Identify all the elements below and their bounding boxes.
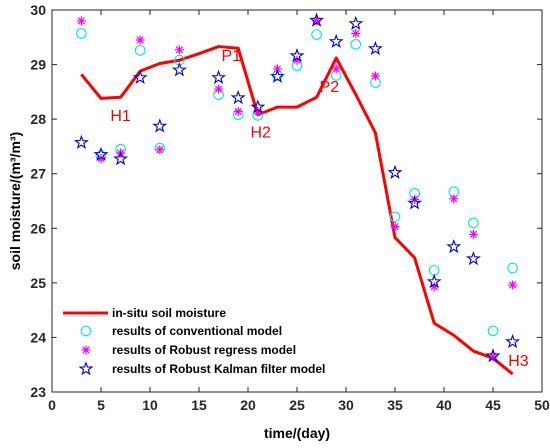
axis-ticks: 0 5 10 15 20 25 30 35 40 45 50 23 24 25 26 27 28 29 30 bbox=[30, 2, 550, 413]
legend-label: results of conventional model bbox=[112, 324, 282, 338]
data-point-star bbox=[387, 164, 403, 179]
data-point-star bbox=[230, 90, 246, 105]
series-line-in-situ bbox=[80, 45, 514, 376]
annotation-label: P2 bbox=[320, 79, 340, 96]
y-tick-label: 30 bbox=[30, 2, 46, 18]
data-point-asterisk bbox=[410, 194, 420, 204]
legend-swatch-star bbox=[78, 361, 94, 376]
data-point-star bbox=[446, 238, 462, 254]
y-tick-label: 24 bbox=[30, 329, 46, 345]
data-point-star bbox=[465, 250, 481, 266]
x-tick-label: 30 bbox=[338, 397, 354, 413]
data-point-asterisk bbox=[468, 229, 478, 239]
data-point-asterisk bbox=[174, 45, 184, 55]
data-point-star bbox=[328, 33, 344, 49]
data-point-asterisk bbox=[312, 16, 322, 26]
y-tick-label: 25 bbox=[30, 275, 46, 291]
y-tick-label: 26 bbox=[30, 220, 46, 236]
legend-swatch-circle bbox=[80, 325, 92, 337]
data-point-circle bbox=[487, 325, 499, 337]
y-tick-label: 23 bbox=[30, 384, 46, 400]
data-point-asterisk bbox=[214, 84, 224, 94]
x-tick-label: 50 bbox=[534, 397, 550, 413]
data-point-circle bbox=[507, 262, 518, 274]
y-tick-label: 28 bbox=[30, 111, 46, 127]
series-star bbox=[73, 12, 521, 363]
y-axis-title: soil moisture/(m³/m³) bbox=[7, 132, 23, 270]
annotation-label: H2 bbox=[251, 125, 272, 142]
data-point-star bbox=[426, 273, 442, 289]
data-point-star bbox=[485, 348, 501, 363]
x-tick-label: 15 bbox=[191, 397, 207, 413]
data-point-circle bbox=[76, 28, 87, 39]
x-tick-label: 25 bbox=[289, 397, 305, 413]
legend: in-situ soil moisture results of conventi… bbox=[56, 302, 356, 384]
data-point-circle bbox=[389, 211, 401, 223]
data-point-circle bbox=[468, 217, 479, 229]
x-tick-label: 20 bbox=[240, 397, 256, 413]
data-point-asterisk bbox=[155, 145, 165, 155]
data-point-star bbox=[505, 333, 521, 349]
data-point-asterisk bbox=[96, 153, 106, 163]
y-tick-label: 27 bbox=[30, 166, 46, 182]
data-point-asterisk bbox=[370, 71, 380, 81]
legend-label: results of Robust Kalman filter model bbox=[112, 362, 325, 376]
data-point-circle bbox=[350, 39, 362, 50]
x-tick-label: 0 bbox=[48, 397, 56, 413]
data-point-star bbox=[289, 47, 305, 63]
data-point-star bbox=[211, 69, 227, 85]
annotation-layer: H1 P1 H2 P2 H3 bbox=[110, 48, 528, 370]
x-tick-label: 35 bbox=[387, 397, 403, 413]
data-point-asterisk bbox=[233, 107, 243, 117]
data-point-asterisk bbox=[331, 64, 341, 74]
legend-box bbox=[56, 302, 356, 384]
annotation-label: H3 bbox=[508, 353, 529, 370]
data-point-star bbox=[171, 62, 187, 77]
data-point-star bbox=[250, 99, 266, 114]
data-point-star bbox=[152, 118, 168, 133]
data-point-asterisk bbox=[76, 16, 86, 26]
x-tick-label: 5 bbox=[97, 397, 105, 413]
annotation-label: P1 bbox=[222, 48, 242, 65]
data-point-asterisk bbox=[351, 28, 361, 38]
data-point-star bbox=[269, 68, 285, 83]
data-point-star bbox=[407, 195, 423, 210]
data-point-asterisk bbox=[488, 352, 498, 362]
x-tick-label: 40 bbox=[436, 397, 452, 413]
data-point-star bbox=[367, 40, 383, 56]
data-point-star bbox=[113, 151, 129, 166]
data-point-asterisk bbox=[253, 107, 263, 117]
data-point-asterisk bbox=[429, 282, 439, 292]
data-point-circle bbox=[311, 29, 322, 40]
data-point-asterisk bbox=[508, 280, 518, 290]
data-point-asterisk bbox=[135, 35, 145, 45]
legend-swatch-asterisk bbox=[81, 345, 91, 355]
x-axis-title: time/(day) bbox=[264, 425, 330, 441]
data-point-asterisk bbox=[449, 194, 459, 204]
data-point-star bbox=[93, 146, 109, 161]
data-point-star bbox=[73, 134, 89, 149]
data-point-asterisk bbox=[292, 55, 302, 65]
annotation-label: H1 bbox=[110, 108, 131, 125]
data-point-asterisk bbox=[390, 222, 400, 232]
data-point-star bbox=[309, 12, 325, 27]
x-tick-label: 10 bbox=[142, 397, 158, 413]
data-point-circle bbox=[134, 45, 146, 56]
data-point-star bbox=[132, 69, 148, 85]
legend-label: results of Robust regress model bbox=[112, 343, 296, 357]
series-layer bbox=[73, 12, 521, 376]
legend-label: in-situ soil moisture bbox=[112, 306, 226, 320]
x-tick-label: 45 bbox=[485, 397, 501, 413]
data-point-star bbox=[348, 15, 364, 31]
y-tick-label: 29 bbox=[30, 57, 46, 73]
